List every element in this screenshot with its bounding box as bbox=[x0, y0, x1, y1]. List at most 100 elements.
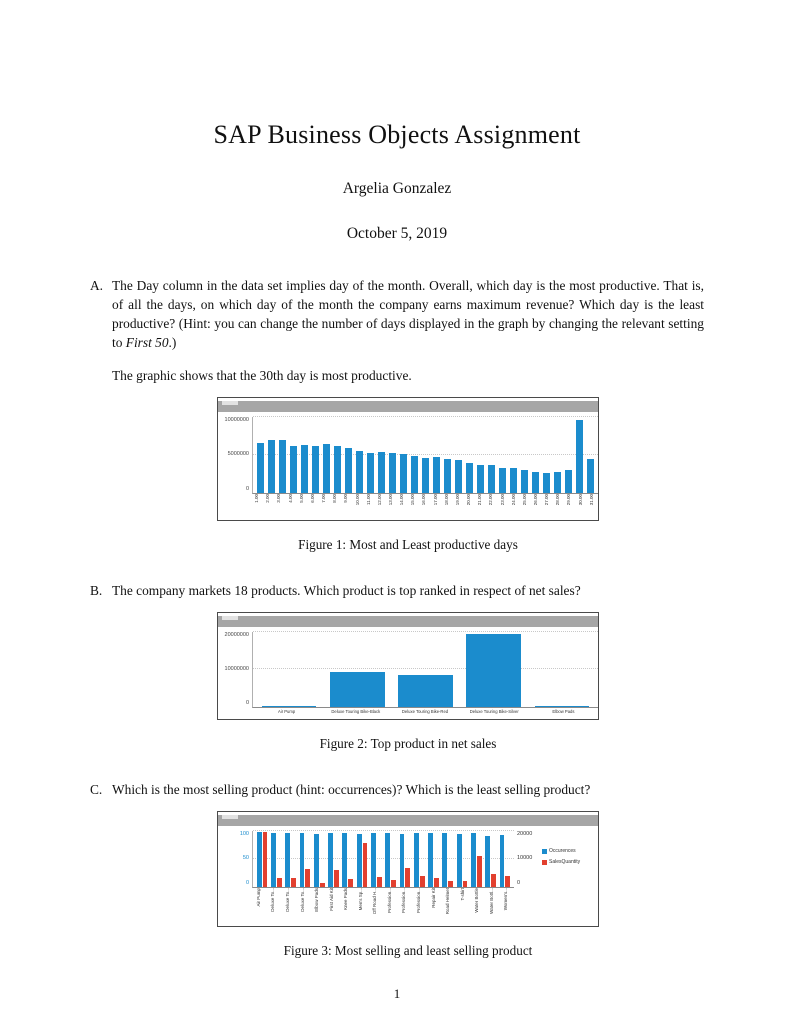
bar bbox=[333, 445, 342, 493]
figure-titlebar bbox=[218, 814, 598, 826]
x-tick-label: T-shirt bbox=[459, 887, 465, 901]
x-axis: 1.00 2.00 3.00 4.00 5.00 6.00 7.00 8.00 9.00 10.0… bbox=[252, 494, 598, 520]
x-tick-label: 21.00 bbox=[477, 493, 483, 506]
x-tick-label: 29.00 bbox=[566, 493, 572, 506]
bar-group bbox=[498, 831, 512, 887]
figure-1-chart: 10000000 5000000 0 1.00 2.00 3.00 4.00 5.00 6.0… bbox=[217, 396, 599, 521]
bar bbox=[271, 832, 276, 887]
legend-swatch bbox=[542, 848, 547, 854]
bar-group bbox=[387, 417, 398, 493]
y-tick-label: 0 bbox=[245, 879, 249, 886]
x-tick-label: 5.00 bbox=[298, 493, 304, 503]
bar-group bbox=[541, 417, 552, 493]
bar-group bbox=[384, 831, 398, 887]
author-name: Argelia Gonzalez bbox=[342, 180, 452, 197]
bar bbox=[443, 459, 452, 493]
bar bbox=[299, 833, 305, 887]
bar bbox=[442, 833, 448, 887]
bar bbox=[509, 468, 518, 493]
bar-group bbox=[574, 417, 585, 493]
gridline bbox=[253, 415, 598, 417]
bars bbox=[253, 417, 598, 493]
x-tick-label: First Aid Kit bbox=[328, 887, 334, 911]
bar-group bbox=[508, 417, 519, 493]
bar-group bbox=[455, 831, 469, 887]
bar-group bbox=[431, 417, 442, 493]
x-tick-label: Deluxe To... bbox=[270, 887, 276, 912]
bar bbox=[305, 868, 311, 887]
question-b-body: The company markets 18 products. Which p… bbox=[112, 581, 704, 754]
bar-group bbox=[284, 831, 298, 887]
plot-area bbox=[252, 630, 598, 708]
x-tick-label: 3.00 bbox=[276, 493, 282, 503]
x-tick-label: 4.00 bbox=[287, 493, 293, 503]
bar bbox=[399, 454, 408, 493]
titlebar-text-mark bbox=[222, 400, 238, 405]
chart-legend: Occurences SalesQuantity bbox=[540, 826, 598, 926]
figure-titlebar bbox=[218, 400, 598, 412]
plot-wrap: Air Pump Deluxe To... Deluxe To... Deluxe T… bbox=[252, 826, 514, 926]
bar bbox=[421, 457, 430, 493]
plot-area bbox=[252, 829, 514, 888]
bar bbox=[434, 877, 439, 887]
y-axis: 20000000 10000000 0 bbox=[218, 627, 252, 719]
bar bbox=[376, 877, 382, 887]
document-title: SAP Business Objects Assignment bbox=[213, 120, 581, 149]
bars bbox=[253, 632, 598, 707]
x-tick-label: Water Bottle bbox=[474, 887, 480, 913]
bar bbox=[261, 705, 317, 707]
legend-swatch bbox=[542, 859, 547, 865]
gridline bbox=[253, 829, 514, 831]
y-tick-label: 50 bbox=[242, 855, 249, 862]
figure-3-chart-body: 100 50 0 Air Pump Deluxe To... Deluxe To... D… bbox=[218, 826, 598, 926]
plot-wrap: Air Pump Deluxe Touring Bike-Black Deluxe … bbox=[252, 627, 598, 719]
question-b: B. The company markets 18 products. Whic… bbox=[90, 581, 704, 754]
bar-group bbox=[519, 417, 530, 493]
question-c-text: Which is the most selling product (hint:… bbox=[112, 781, 591, 797]
bar bbox=[385, 833, 391, 887]
bar bbox=[454, 460, 463, 493]
y-tick-label: 10000000 bbox=[224, 416, 249, 423]
bar-group bbox=[269, 831, 283, 887]
bar bbox=[391, 879, 397, 887]
x-tick-label: Profession... bbox=[416, 887, 421, 913]
y-tick-label: 20000000 bbox=[224, 631, 249, 638]
bar-group bbox=[277, 417, 288, 493]
bar-group bbox=[321, 417, 332, 493]
x-tick-label: Water Bottl... bbox=[488, 887, 494, 914]
question-c-body: Which is the most selling product (hint:… bbox=[112, 780, 704, 961]
bar bbox=[398, 674, 453, 707]
x-tick-label: Off Road H... bbox=[372, 887, 378, 915]
bar bbox=[362, 843, 368, 887]
x-tick-label: 15.00 bbox=[410, 493, 416, 506]
bar bbox=[520, 469, 529, 493]
x-tick-label: Deluxe Touring Bike-Red bbox=[401, 708, 449, 714]
bar bbox=[499, 834, 505, 887]
bar bbox=[575, 419, 584, 493]
figure-1-chart-body: 10000000 5000000 0 1.00 2.00 3.00 4.00 5.00 6.0… bbox=[218, 412, 598, 520]
bar-group bbox=[426, 831, 440, 887]
legend-label: Occurences bbox=[549, 847, 576, 854]
bar-group bbox=[552, 417, 563, 493]
bar bbox=[564, 469, 573, 493]
bar bbox=[466, 633, 521, 707]
bar-group bbox=[484, 831, 498, 887]
bar bbox=[348, 879, 354, 887]
bar bbox=[419, 876, 425, 887]
bar bbox=[399, 833, 405, 887]
bar-group bbox=[298, 831, 312, 887]
right-y-tick-label: 0 bbox=[517, 879, 521, 886]
bar bbox=[476, 856, 482, 887]
bar-group bbox=[365, 417, 376, 493]
bar bbox=[355, 450, 364, 493]
x-tick-label: 13.00 bbox=[387, 493, 393, 506]
bar-group bbox=[497, 417, 508, 493]
x-tick-label: Repair Kit bbox=[430, 887, 436, 908]
bar-group bbox=[341, 831, 355, 887]
x-tick-label: Deluxe Touring Bike-Silver bbox=[469, 708, 519, 714]
bar bbox=[553, 472, 562, 493]
bar bbox=[456, 833, 462, 887]
bar bbox=[285, 833, 291, 887]
bar bbox=[388, 453, 397, 493]
